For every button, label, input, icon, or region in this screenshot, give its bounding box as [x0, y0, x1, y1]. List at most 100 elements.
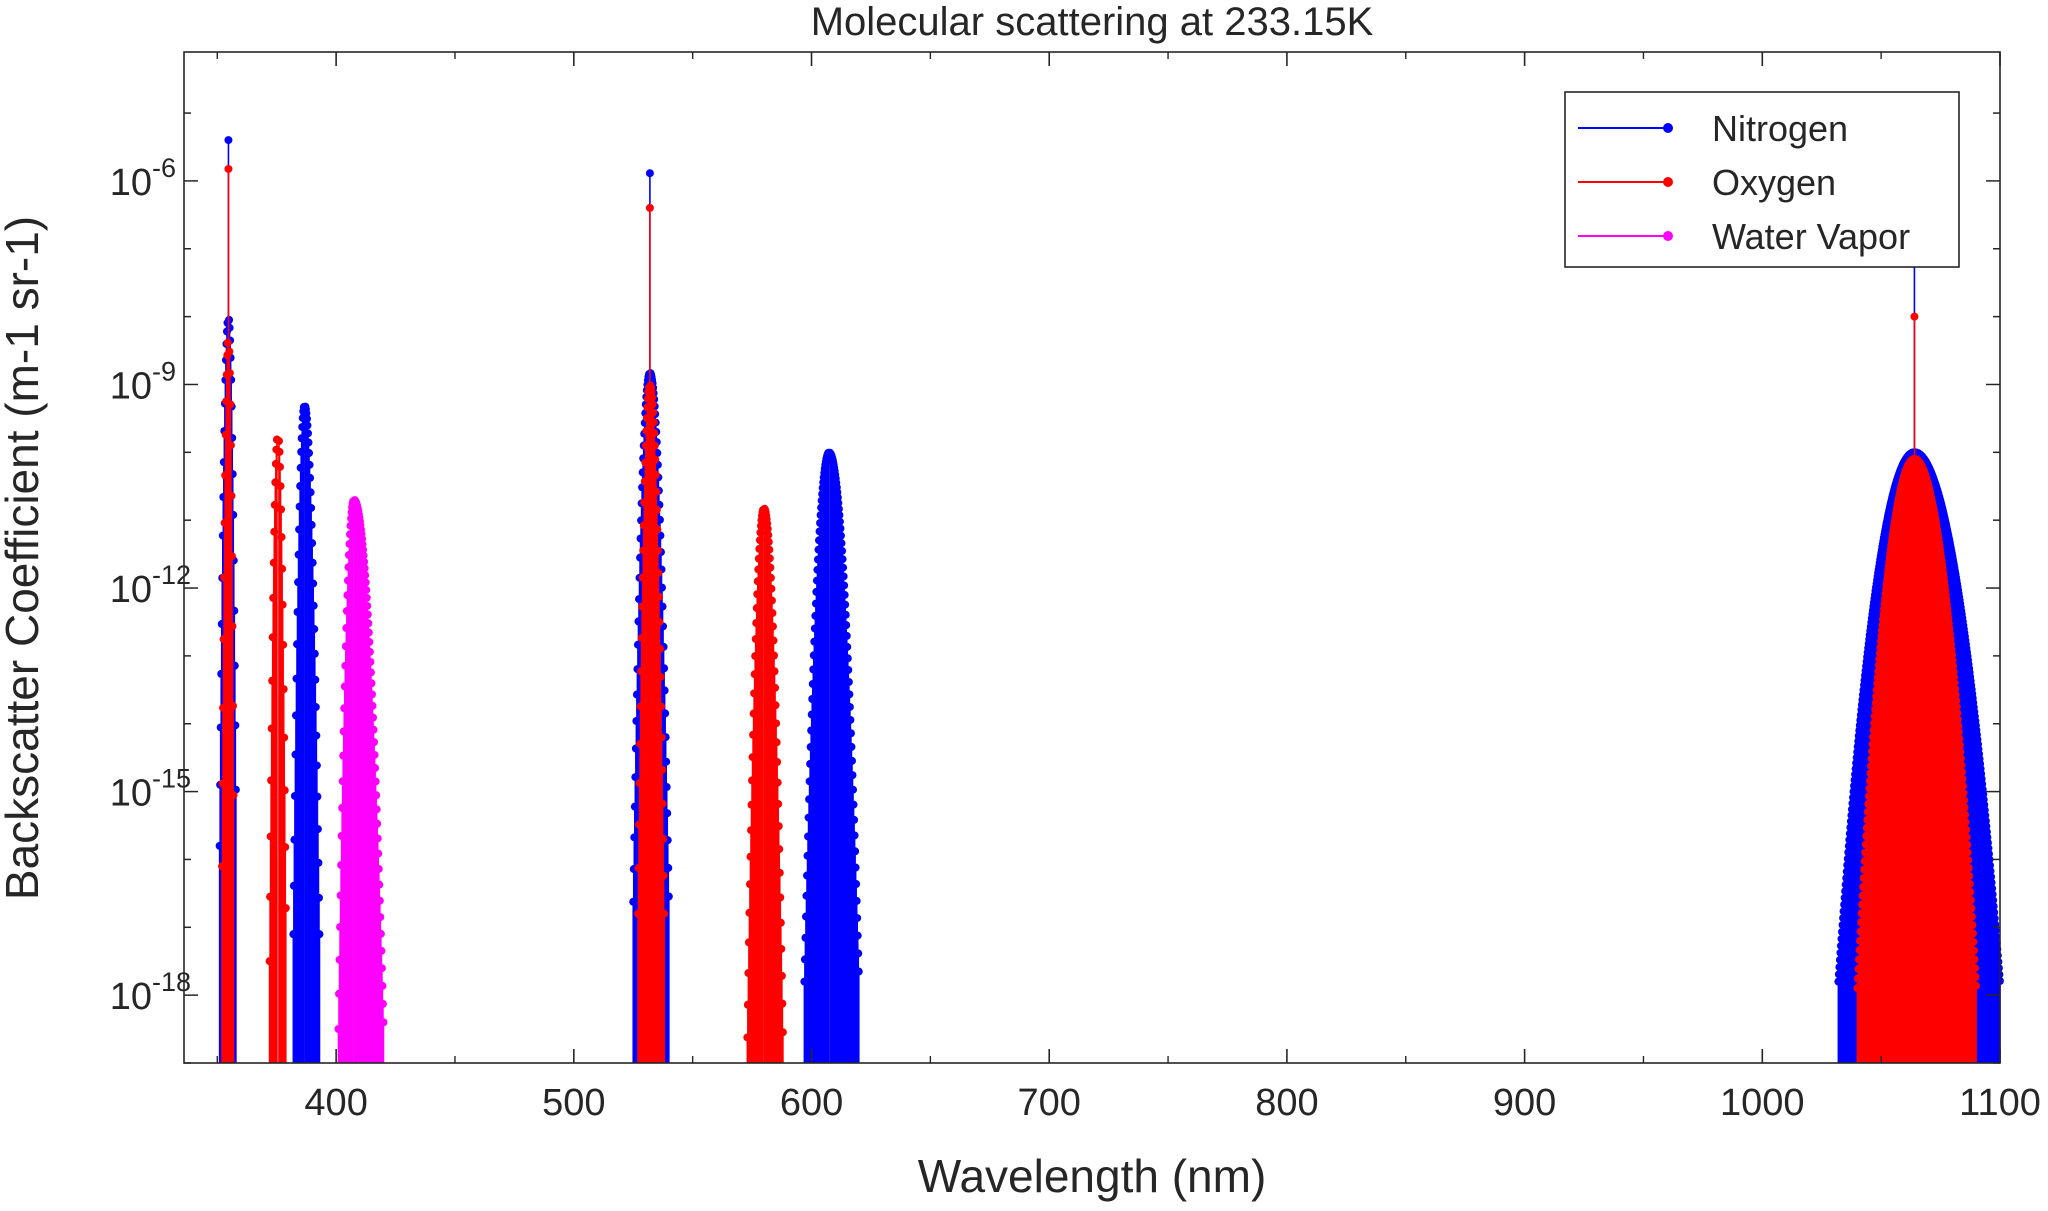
stem-marker	[1956, 754, 1965, 763]
stem-marker	[1959, 789, 1968, 798]
stem-marker	[303, 429, 312, 438]
stem-marker	[1991, 926, 2000, 935]
stem-marker	[849, 800, 858, 809]
stem-marker	[660, 664, 669, 673]
stem-marker	[228, 622, 237, 631]
stem-marker	[838, 546, 847, 555]
stem-marker	[1955, 734, 1964, 743]
stem-marker	[766, 573, 775, 582]
stem-marker	[766, 563, 775, 572]
stem-marker	[654, 592, 663, 601]
y-tick-label: 10	[110, 569, 152, 611]
stem-marker	[367, 679, 376, 688]
stem-marker	[662, 783, 671, 792]
stem-marker	[852, 896, 861, 905]
stem-marker	[648, 400, 657, 409]
stem-marker	[1968, 921, 1977, 930]
stem-marker	[315, 930, 324, 939]
stem-marker	[226, 400, 235, 409]
stem-marker	[777, 971, 786, 980]
stem-marker	[1961, 810, 1970, 819]
stem-marker	[662, 757, 671, 766]
stem-marker	[223, 338, 232, 347]
stem-marker	[1971, 963, 1980, 972]
stem-marker	[365, 637, 374, 646]
stem-marker	[376, 929, 385, 938]
x-tick-label: 700	[1018, 1082, 1081, 1124]
stem-marker	[764, 531, 773, 540]
stem-marker	[307, 520, 316, 529]
stem-marker	[363, 601, 372, 610]
series-oxygen	[218, 164, 1981, 1063]
stem-marker	[1992, 932, 2001, 941]
stem-marker	[1988, 884, 1997, 893]
stem-marker	[778, 1028, 787, 1037]
stem-marker	[767, 584, 776, 593]
axes-box	[183, 51, 2001, 1064]
stem-marker	[312, 761, 321, 770]
stem-marker	[306, 473, 315, 482]
stem-marker	[765, 554, 774, 563]
stem-marker	[1987, 878, 1996, 887]
stem-marker	[850, 831, 859, 840]
stem-marker	[650, 429, 659, 438]
stem-marker	[846, 715, 855, 724]
stem-marker	[775, 845, 784, 854]
stem-marker	[304, 438, 313, 447]
stem-marker	[651, 455, 660, 464]
stem-marker	[309, 601, 318, 610]
stem-marker	[305, 460, 314, 469]
stem-marker	[1962, 825, 1971, 834]
stem-marker	[372, 791, 381, 800]
stem-marker	[658, 583, 667, 592]
stem-marker	[279, 640, 288, 649]
stem-marker	[852, 880, 861, 889]
stem-marker	[1968, 929, 1977, 938]
stem-marker	[854, 967, 863, 976]
y-tick-exponent: -15	[152, 764, 191, 794]
stem-marker	[224, 164, 233, 173]
stem-marker	[645, 203, 654, 212]
stem-marker	[777, 944, 786, 953]
stem-marker	[276, 462, 285, 471]
stem-marker	[281, 904, 290, 913]
stem-marker	[835, 517, 844, 526]
legend-label: Water Vapor	[1712, 216, 1910, 257]
stem-marker	[838, 555, 847, 564]
stem-marker	[1969, 937, 1978, 946]
stem-marker	[1953, 709, 1962, 718]
stem-marker	[308, 539, 317, 548]
stem-marker	[379, 1018, 388, 1027]
stem-marker	[656, 531, 665, 540]
stem-marker	[279, 685, 288, 694]
stem-marker	[374, 864, 383, 873]
stem-marker	[306, 488, 315, 497]
stem-marker	[651, 470, 660, 479]
stem-marker	[229, 791, 238, 800]
stem-marker	[853, 914, 862, 923]
stem-marker	[359, 551, 368, 560]
stem-marker	[1959, 781, 1968, 790]
stem-marker	[371, 777, 380, 786]
stem-marker	[366, 657, 375, 666]
stem-marker	[314, 858, 323, 867]
x-axis-label: Wavelength (nm)	[918, 1150, 1267, 1202]
stem-marker	[656, 672, 665, 681]
stem-marker	[847, 742, 856, 751]
stem-marker	[313, 792, 322, 801]
stem-marker	[274, 437, 283, 446]
stem-marker	[276, 482, 285, 491]
stem-marker	[773, 758, 782, 767]
stem-marker	[302, 414, 311, 423]
stem-marker	[308, 558, 317, 567]
stem-marker	[1964, 864, 1973, 873]
stem-marker	[837, 539, 846, 548]
stem-marker	[840, 590, 849, 599]
stem-marker	[280, 786, 289, 795]
stem-marker	[659, 871, 668, 880]
stem-marker	[371, 764, 380, 773]
stem-marker	[1986, 861, 1995, 870]
stem-marker	[650, 441, 659, 450]
stem-marker	[1971, 972, 1980, 981]
stem-marker	[1960, 796, 1969, 805]
